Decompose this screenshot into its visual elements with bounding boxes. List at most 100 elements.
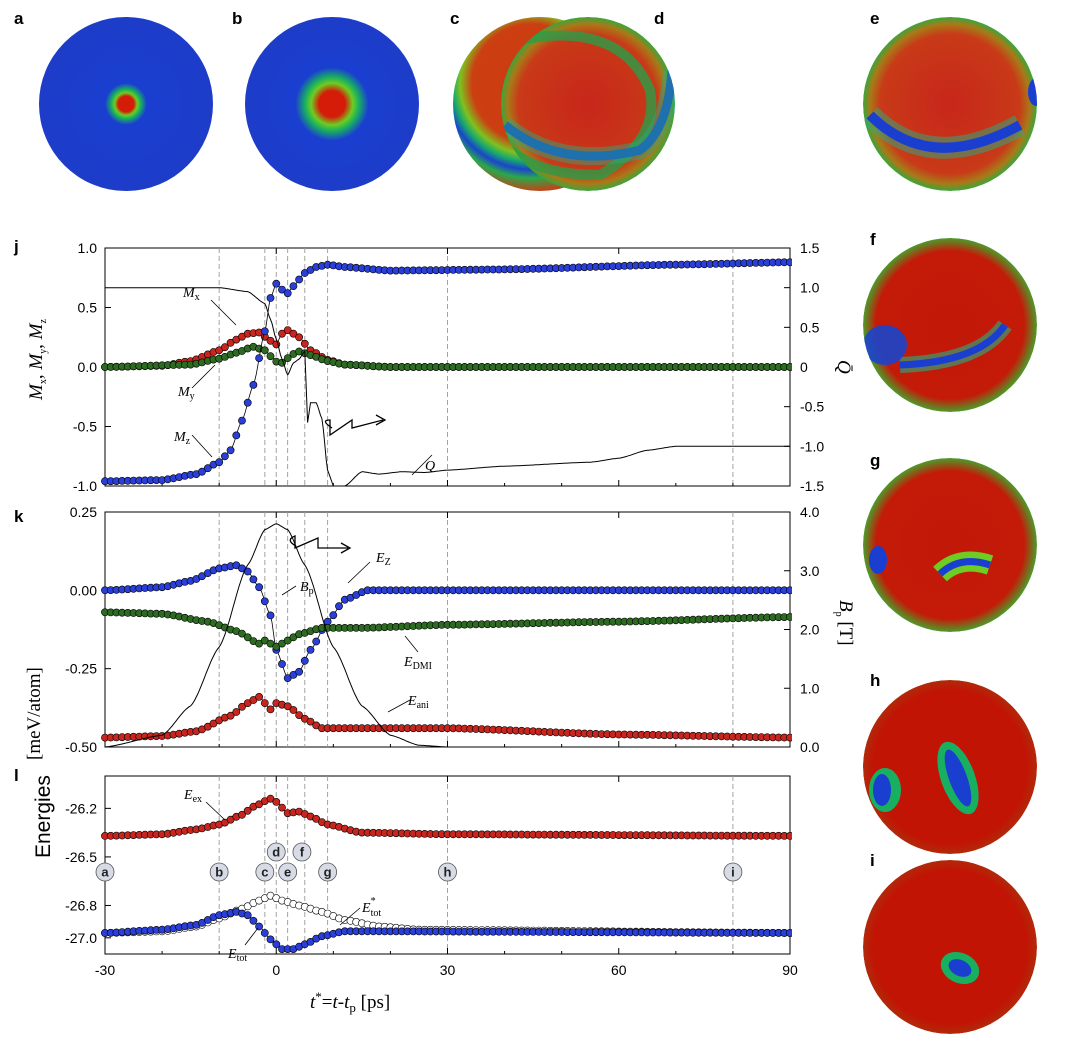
point-Mz	[283, 289, 292, 298]
panel-label-d: d	[654, 9, 664, 28]
ytick-right-label: 0.5	[800, 319, 820, 335]
point-Etot	[243, 911, 252, 920]
point-Etot	[272, 940, 281, 949]
point-Mx	[278, 329, 286, 338]
point-EZ	[335, 602, 343, 611]
snapshot-a	[39, 17, 213, 191]
label-Eex: Eex	[183, 788, 202, 805]
point-Eex	[786, 832, 792, 840]
ytick-right-label: 1.0	[800, 280, 820, 296]
time-marker-label-h: h	[444, 865, 452, 880]
point-EZ	[329, 611, 338, 620]
label-Etot: Etot	[227, 947, 247, 964]
point-Mz	[786, 258, 792, 267]
point-Eex	[272, 798, 281, 806]
ytick-right-label: 3.0	[800, 563, 820, 579]
point-My	[266, 352, 275, 361]
snapshot-d	[501, 17, 675, 191]
label-Eani: Eani	[407, 694, 429, 711]
point-Etot	[255, 922, 263, 931]
label-Mx: Mx	[182, 286, 200, 303]
snapshot-e	[863, 17, 1037, 191]
leader-My	[191, 364, 216, 389]
panel-label-e: e	[870, 9, 879, 28]
ytick-right-label: 0.0	[800, 739, 820, 755]
arrow-icon-j	[324, 414, 387, 437]
point-Mz	[203, 464, 212, 473]
snapshot-g	[863, 458, 1037, 632]
panel-label-k: k	[14, 507, 24, 526]
ytick-left-label: -26.5	[65, 849, 97, 865]
time-marker-label-i: i	[731, 865, 735, 880]
series-layer	[101, 258, 792, 953]
time-marker-label-f: f	[300, 845, 305, 860]
snapshot-i	[863, 860, 1037, 1034]
ytick-right-label: -1.0	[800, 438, 824, 454]
ytick-left-label: -27.0	[65, 930, 97, 946]
xtick-label: 60	[611, 962, 627, 978]
ytick-left-label: -0.50	[65, 739, 97, 755]
leader-Q	[411, 454, 433, 476]
label-Bp: Bp	[300, 580, 314, 597]
point-EDMI	[238, 629, 246, 638]
leader-Mx	[210, 299, 237, 326]
point-My	[260, 346, 269, 355]
point-My	[786, 363, 792, 371]
point-Mx	[295, 333, 303, 342]
point-EZ	[249, 575, 258, 584]
ytick-left-label: 1.0	[78, 240, 98, 256]
j-right-ylabel: Q̄	[833, 360, 854, 374]
point-Mz	[266, 294, 275, 302]
point-Eex	[278, 803, 286, 812]
time-marker-d	[266, 842, 286, 862]
point-Etot	[249, 916, 258, 925]
point-EZ	[306, 646, 315, 654]
time-marker-b	[209, 862, 229, 882]
point-Mz	[232, 431, 241, 440]
snapshot-f	[863, 238, 1037, 412]
point-Mx	[283, 326, 292, 334]
point-Mx	[300, 339, 309, 348]
point-EZ	[260, 597, 269, 606]
label-Q: Q	[425, 459, 435, 474]
point-Eani	[260, 699, 269, 707]
point-Mz	[198, 467, 206, 476]
snapshot-panels: a b c d e f g	[14, 9, 1037, 1034]
point-Eex	[243, 806, 252, 815]
leader-Mz	[191, 434, 213, 458]
point-My	[283, 354, 292, 362]
ytick-right-label: -1.5	[800, 478, 824, 494]
ytick-right-label: 2.0	[800, 622, 820, 638]
point-Eani	[306, 717, 315, 726]
panel-label-i: i	[870, 851, 875, 870]
time-marker-h	[438, 862, 457, 882]
leader-Etot-star	[339, 907, 361, 926]
point-EZ	[312, 637, 321, 646]
panel-label-g: g	[870, 451, 880, 470]
ytick-right-label: 0	[800, 359, 808, 375]
point-Etot	[260, 929, 269, 937]
point-Eani	[786, 733, 792, 742]
panel-label-a: a	[14, 9, 24, 28]
point-Mx	[289, 329, 298, 338]
series-line-Bp	[104, 523, 790, 748]
x-axis-label: t*=t-tp [ps]	[310, 989, 390, 1015]
ytick-right-label: -0.5	[800, 399, 824, 415]
leader-Bp	[281, 585, 297, 596]
panel-label-b: b	[232, 9, 242, 28]
point-Mz	[215, 458, 224, 467]
snapshot-h	[863, 680, 1037, 854]
ytick-left-label: 0.0	[78, 359, 98, 375]
panel-label-j: j	[13, 237, 19, 256]
point-Mz	[289, 282, 298, 290]
point-EDMI	[786, 613, 792, 621]
ytick-left-label: -0.25	[65, 661, 97, 677]
point-Eani	[266, 705, 275, 714]
point-Mx	[266, 336, 275, 345]
point-Mz	[249, 380, 258, 389]
ytick-right-label: 1.0	[800, 680, 820, 696]
xtick-label: 90	[782, 962, 798, 978]
point-Mz	[238, 416, 246, 425]
